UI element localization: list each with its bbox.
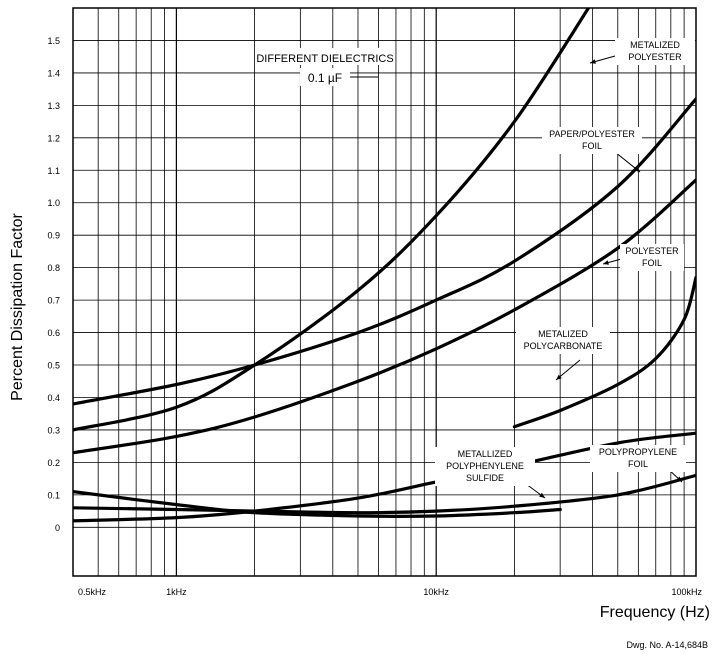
arrow-head (634, 166, 640, 172)
arrow-head (539, 492, 545, 498)
x-tick-label: 10kHz (423, 587, 449, 597)
arrow-head (676, 476, 682, 482)
y-tick-labels: 0 0.1 0.2 0.3 0.4 0.5 0.6 0.7 0.8 0.9 1.0 1.1 1.2 1.3… (47, 36, 60, 533)
annotation-bg (615, 38, 695, 65)
annotation-pointers (521, 55, 683, 499)
plot-frame (72, 7, 697, 577)
annotation-label: POLYPROPYLENE (599, 447, 677, 457)
annotation-bg (435, 447, 535, 486)
x-tick-labels: 0.5kHz 1kHz 10kHz 100kHz (78, 587, 703, 597)
annotation-label: POLYCARBONATE (524, 341, 603, 351)
series-line-7 (73, 490, 562, 518)
y-tick-label: 0.9 (47, 231, 60, 241)
subtitle-bg (300, 68, 350, 86)
x-axis-title: Frequency (Hz) (599, 604, 710, 621)
arrow-head (590, 59, 596, 64)
x-tick-label: 100kHz (671, 587, 702, 597)
annotation-label: POLYESTER (625, 246, 679, 256)
annotation-label: METALIZED (630, 40, 680, 50)
annotation-bg (542, 127, 642, 154)
annotation-label: POLYESTER (628, 52, 682, 62)
annotation-bg (516, 327, 610, 354)
annotation-bg (620, 244, 684, 271)
x-tick-label: 0.5kHz (78, 587, 107, 597)
series-line-6 (73, 473, 696, 515)
title-bg (256, 48, 394, 65)
annotation-label: PAPER/POLYESTER (549, 129, 635, 139)
chart-titles: DIFFERENT DIELECTRICS 0.1 µF (256, 48, 394, 86)
y-tick-label: 0.2 (47, 458, 60, 468)
grid (73, 8, 696, 576)
y-tick-label: 0.1 (47, 490, 60, 500)
y-tick-label: 0 (55, 523, 60, 533)
arrow-head (603, 260, 609, 265)
chart-subtitle: 0.1 µF (308, 71, 342, 85)
y-tick-label: 0.4 (47, 393, 60, 403)
y-tick-label: 1.1 (47, 166, 60, 176)
y-tick-label: 1.2 (47, 133, 60, 143)
x-tick-label: 1kHz (166, 587, 187, 597)
annotation-label: METALIZED (538, 329, 588, 339)
y-axis-title: Percent Dissipation Factor (9, 213, 26, 401)
y-tick-label: 0.6 (47, 328, 60, 338)
arrow-head (556, 374, 562, 380)
series-line-3 (73, 178, 696, 455)
y-tick-label: 1.4 (47, 68, 60, 78)
annotation-label: FOIL (628, 459, 648, 469)
series-line-4 (512, 275, 696, 429)
annotations: METALIZED POLYESTER PAPER/POLYESTER FOIL POL… (435, 38, 695, 486)
y-tick-label: 0.5 (47, 361, 60, 371)
annotation-label: FOIL (642, 258, 662, 268)
series-line-1 (73, 8, 591, 432)
y-tick-label: 0.3 (47, 425, 60, 435)
chart-title: DIFFERENT DIELECTRICS (256, 53, 393, 65)
annotation-label: SULFIDE (466, 473, 504, 483)
series-lines (73, 8, 696, 523)
drawing-number: Dwg. No. A-14,684B (626, 640, 708, 650)
y-tick-label: 1.0 (47, 198, 60, 208)
y-tick-label: 1.5 (47, 36, 60, 46)
annotation-label: POLYPHENYLENE (446, 461, 524, 471)
y-tick-label: 0.7 (47, 296, 60, 306)
annotation-label: METALLIZED (458, 449, 513, 459)
annotation-label: FOIL (582, 141, 602, 151)
series-line-2 (73, 97, 696, 406)
y-tick-label: 0.8 (47, 263, 60, 273)
y-tick-label: 1.3 (47, 101, 60, 111)
annotation-bg (590, 445, 686, 472)
